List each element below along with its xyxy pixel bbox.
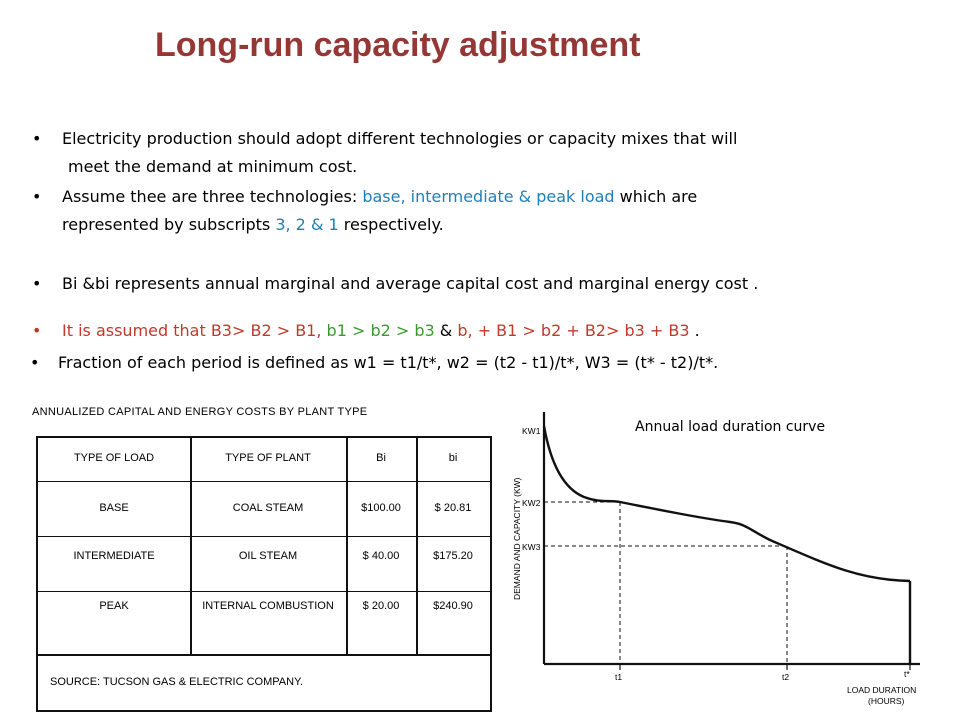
bullet-text: represented by subscripts 3, 2 & 1 respe…	[62, 215, 444, 234]
bullet-text: Assume thee are three technologies: base…	[62, 187, 698, 206]
table-cell: INTERMEDIATE	[73, 550, 155, 562]
bullet-text: Electricity production should adopt diff…	[62, 129, 738, 148]
y-axis-label: DEMAND AND CAPACITY (KW)	[512, 477, 522, 600]
load-duration-chart: Annual load duration curve KW1 KW2 KW3 t…	[500, 400, 960, 720]
bullet-text: It is assumed that B3> B2 > B1, b1 > b2 …	[62, 321, 700, 340]
bullet-marker: •	[32, 129, 42, 148]
y-tick-label: KW2	[522, 498, 541, 508]
bullet-marker: •	[32, 187, 42, 206]
table-title: ANNUALIZED CAPITAL AND ENERGY COSTS BY P…	[32, 406, 368, 418]
bullet-marker: •	[32, 274, 42, 293]
table-cell: BASE	[99, 502, 129, 514]
table-header: TYPE OF PLANT	[225, 452, 311, 464]
slide-title: Long-run capacity adjustment	[155, 26, 641, 64]
cost-table: ANNUALIZED CAPITAL AND ENERGY COSTS BY P…	[28, 400, 496, 718]
y-tick-label: KW3	[522, 542, 541, 552]
table-cell: $100.00	[361, 502, 401, 514]
table-cell: COAL STEAM	[232, 502, 304, 514]
bullet-text: Bi &bi represents annual marginal and av…	[62, 274, 759, 293]
table-cell: PEAK	[99, 600, 129, 612]
highlight-text: 3, 2 & 1	[275, 215, 339, 234]
table-cell: $ 20.00	[362, 600, 400, 612]
bullet-marker: •	[32, 321, 42, 340]
x-tick-label: t2	[782, 672, 789, 682]
table-cell: $240.90	[433, 600, 473, 612]
table-frame: TYPE OF LOAD TYPE OF PLANT Bi bi BASE CO…	[36, 436, 492, 712]
highlight-text: base, intermediate & peak load	[362, 187, 615, 206]
table-header: Bi	[376, 452, 386, 464]
table-cell: $ 20.81	[434, 502, 472, 514]
load-duration-curve	[542, 425, 911, 583]
x-axis-label: (HOURS)	[868, 696, 905, 706]
x-tick-label: t1	[615, 672, 622, 682]
table-cell: $ 40.00	[362, 550, 400, 562]
table-source: SOURCE: TUCSON GAS & ELECTRIC COMPANY.	[50, 676, 304, 688]
x-tick-label: t*	[904, 669, 910, 679]
chart-title: Annual load duration curve	[635, 419, 826, 435]
table-cell: $175.20	[433, 550, 473, 562]
bullet-text: Fraction of each period is defined as w1…	[58, 353, 719, 372]
table-header: TYPE OF LOAD	[73, 452, 155, 464]
x-axis-label: LOAD DURATION	[847, 685, 916, 695]
table-cell: OIL STEAM	[238, 550, 298, 562]
y-tick-label: KW1	[522, 426, 541, 436]
chart-svg: KW1 KW2 KW3 t1 t2 t* DEMAND AND CAPACITY…	[512, 412, 920, 706]
bullet-marker: •	[30, 353, 40, 372]
table-cell: INTERNAL COMBUSTION	[202, 600, 334, 612]
table-header: bi	[448, 452, 458, 464]
bullet-text: meet the demand at minimum cost.	[68, 157, 358, 176]
